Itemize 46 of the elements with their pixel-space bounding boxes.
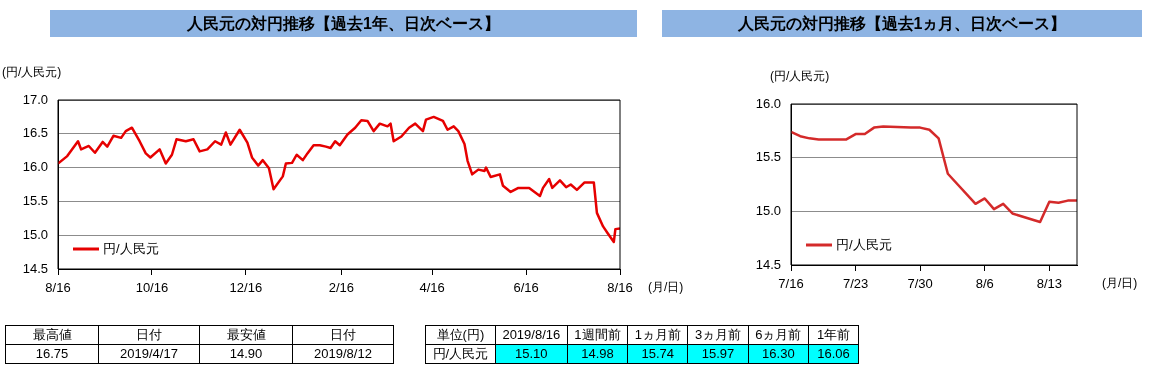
y-tick-label: 16.0	[22, 159, 48, 175]
x-tick-label: 7/23	[842, 276, 869, 292]
x-tick-label: 8/13	[1036, 276, 1062, 292]
legend-label: 円/人民元	[836, 236, 892, 252]
text: 14.90	[199, 344, 293, 364]
text: 日付	[98, 325, 200, 345]
text: 1週間前	[567, 325, 628, 345]
y-tick-label: 15.5	[755, 149, 781, 165]
text: 16.75	[5, 344, 99, 364]
chart-title: 人民元の対円推移【過去1年、日次ベース】	[50, 10, 637, 37]
text: 3ヵ月前	[687, 325, 749, 345]
x-tick-label: 8/16	[45, 280, 71, 296]
text: 最高値	[5, 325, 99, 345]
x-axis-title: (月/日)	[648, 280, 684, 295]
y-axis-title: (円/人民元)	[2, 65, 62, 80]
x-tick-label: 7/16	[778, 276, 804, 292]
text: 単位(円)	[425, 325, 496, 345]
y-tick-label: 15.0	[755, 202, 781, 218]
y-tick-label: 15.5	[22, 192, 48, 208]
legend-label: 円/人民元	[103, 240, 159, 256]
text: 最安値	[199, 325, 293, 345]
text: 2019/8/16	[495, 325, 568, 345]
text: 1年前	[808, 325, 859, 345]
x-tick-label: 10/16	[135, 280, 169, 296]
y-tick-label: 17.0	[22, 91, 48, 107]
x-tick-label: 8/16	[607, 280, 633, 296]
text: 2019/8/12	[292, 344, 394, 364]
x-tick-label: 4/16	[419, 280, 445, 296]
y-tick-label: 14.5	[22, 260, 48, 276]
y-axis-title: (円/人民元)	[770, 69, 830, 84]
x-tick-label: 7/30	[907, 276, 933, 292]
y-tick-label: 16.5	[22, 125, 48, 141]
y-tick-label: 15.0	[22, 226, 48, 242]
x-tick-label: 8/6	[975, 276, 994, 292]
y-tick-label: 14.5	[755, 256, 781, 272]
chart-title: 人民元の対円推移【過去1ヵ月、日次ベース】	[662, 10, 1142, 37]
text: 6ヵ月前	[748, 325, 809, 345]
text: 2019/4/17	[98, 344, 200, 364]
x-tick-label: 6/16	[513, 280, 539, 296]
text: 1ヵ月前	[627, 325, 688, 345]
x-tick-label: 12/16	[229, 280, 263, 296]
x-axis-title: (月/日)	[1102, 276, 1138, 291]
x-tick-label: 2/16	[328, 280, 354, 296]
text: 円/人民元	[425, 344, 496, 364]
y-tick-label: 16.0	[755, 95, 781, 111]
text: 日付	[292, 325, 394, 345]
